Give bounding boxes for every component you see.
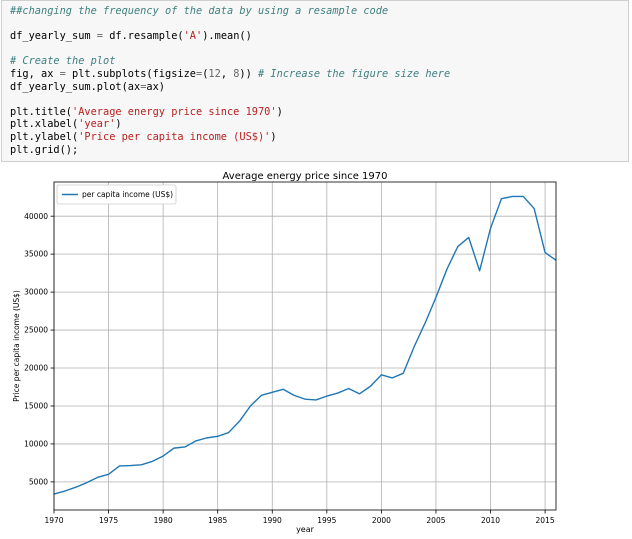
y-tick-label: 25000 (24, 326, 48, 335)
code-line-grid: plt.grid(); (10, 144, 450, 157)
code-token: )) (239, 67, 259, 80)
code-token: 'Average energy price since 1970' (72, 105, 277, 118)
code-token: 'Price per capita income (US$)' (78, 130, 271, 143)
code-line-resample: df_yearly_sum = df.resample('A').mean() (10, 30, 450, 43)
code-line-plot: df_yearly_sum.plot(ax=ax) (10, 81, 450, 94)
x-tick-label: 1985 (208, 516, 227, 525)
code-token: df.resample( (109, 30, 184, 43)
code-token: = (140, 80, 147, 93)
code-token: df_yearly_sum (10, 30, 91, 43)
series-line (53, 195, 557, 495)
x-tick-label: 1990 (263, 516, 282, 525)
code-line-ylabel: plt.ylabel('Price per capita income (US$… (10, 131, 450, 144)
code-token: 'A' (183, 30, 203, 43)
y-tick-label: 5000 (29, 478, 48, 487)
code-cell[interactable]: ##changing the frequency of the data by … (1, 0, 629, 162)
grid-layer (53, 182, 556, 510)
code-line-xlabel: plt.xlabel('year') (10, 118, 450, 131)
cell-output: Average energy price since 1970 1970 1975… (0, 162, 632, 534)
y-axis-label: Price per capita income (US$) (12, 290, 21, 402)
x-tick-label: 2000 (372, 516, 391, 525)
code-token: plt.grid(); (10, 143, 79, 156)
code-token: = (196, 67, 203, 80)
x-tick-label: 1995 (317, 516, 336, 525)
code-line-blank (10, 43, 450, 56)
code-token: plt.ylabel( (10, 130, 79, 143)
code-token: plt.xlabel( (10, 118, 79, 131)
code-line-blank (10, 18, 450, 31)
y-tick-label: 15000 (24, 402, 48, 411)
code-token: ).mean() (202, 30, 252, 43)
comment-text: ##changing the frequency of the data by … (10, 5, 389, 17)
code-line-comment: # Create the plot (10, 55, 450, 68)
code-token: = (59, 67, 66, 80)
x-axis-label: year (296, 525, 315, 534)
code-line-blank (10, 93, 450, 106)
line-chart: Average energy price since 1970 1970 1975… (12, 171, 557, 534)
legend: per capita income (US$) (56, 184, 177, 205)
code-line-title: plt.title('Average energy price since 19… (10, 106, 450, 119)
plot-area (53, 181, 557, 511)
code-token: ax) (146, 80, 165, 93)
legend-label: per capita income (US$) (82, 190, 173, 199)
chart-title: Average energy price since 1970 (223, 171, 388, 182)
x-tick-label: 1975 (99, 516, 118, 525)
code-token: plt.subplots(figsize (65, 67, 196, 80)
x-tick-label: 2005 (426, 516, 445, 525)
code-token: ) (276, 105, 283, 118)
y-tick-label: 30000 (24, 288, 48, 297)
comment-text: # Increase the figure size here (258, 67, 451, 80)
code-editor[interactable]: ##changing the frequency of the data by … (10, 5, 450, 156)
comment-text: # Create the plot (10, 55, 116, 68)
x-tick-label: 2015 (536, 516, 555, 525)
code-token: fig, ax (10, 67, 60, 80)
x-tick-label: 1970 (44, 516, 63, 525)
series-layer (53, 195, 557, 495)
code-token: ) (115, 118, 122, 131)
y-tick-label: 35000 (24, 250, 48, 259)
code-token: = (90, 30, 110, 43)
x-tick-label: 1980 (154, 516, 173, 525)
y-tick-label: 40000 (24, 212, 48, 221)
legend-box (56, 184, 177, 205)
code-token: , (220, 67, 234, 80)
code-token: plt.title( (10, 105, 72, 118)
code-token: df_yearly_sum.plot(ax (10, 80, 141, 93)
code-token: ) (270, 130, 277, 143)
code-token: 8 (233, 67, 240, 80)
y-tick-label: 10000 (24, 440, 48, 449)
code-token: ( (202, 67, 209, 80)
x-tick-label: 2010 (481, 516, 500, 525)
code-line-subplots: fig, ax = plt.subplots(figsize=(12, 8)) … (10, 68, 450, 81)
code-token: 12 (208, 67, 221, 80)
tick-layer: 1970 1975 1980 1985 1990 1995 2000 2005 2010 2015… (24, 212, 555, 525)
code-line-comment: ##changing the frequency of the data by … (10, 5, 450, 18)
y-tick-label: 20000 (24, 364, 48, 373)
code-token: 'year' (78, 118, 116, 131)
